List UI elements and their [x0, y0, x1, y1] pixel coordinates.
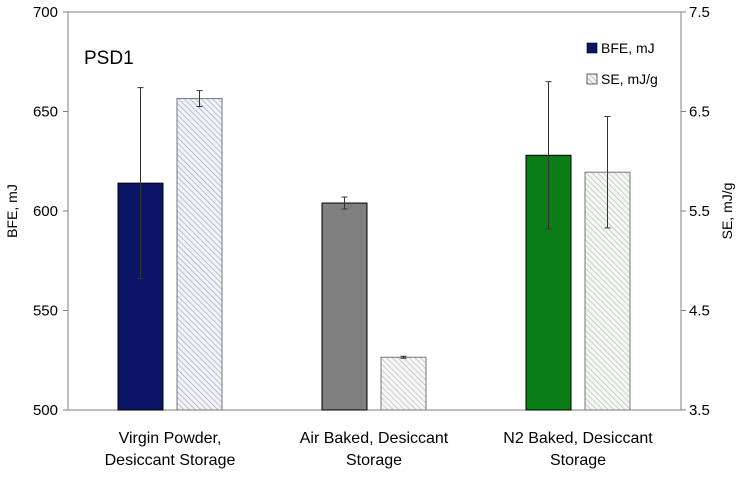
right-tick-label: 6.5 [689, 104, 710, 121]
se-bar-1 [380, 356, 427, 411]
legend: BFE, mJ SE, mJ/g [586, 40, 658, 87]
category-label: Storage [346, 452, 402, 469]
legend-swatch-se [586, 73, 598, 85]
left-axis-title: BFE, mJ [4, 184, 20, 238]
right-tick-label: 5.5 [689, 203, 710, 220]
left-tick-label: 550 [33, 303, 58, 320]
category-label: Virgin Powder, [119, 430, 222, 447]
right-axis: 3.5 4.5 5.5 6.5 7.5 [681, 4, 710, 419]
right-tick-label: 3.5 [689, 402, 710, 419]
right-axis-title: SE, mJ/g [719, 183, 735, 240]
left-axis: 500 550 600 650 700 [33, 4, 68, 419]
plot-area [67, 11, 682, 411]
left-tick-label: 600 [33, 203, 58, 220]
right-tick-label: 7.5 [689, 4, 710, 21]
category-label: Desiccant Storage [105, 452, 236, 469]
panel-label: PSD1 [84, 48, 134, 69]
right-tick-label: 4.5 [689, 303, 710, 320]
category-labels: Virgin Powder, Desiccant Storage Air Baked… [105, 430, 654, 469]
category-label: Storage [550, 452, 606, 469]
legend-swatch-bfe [586, 42, 598, 54]
left-tick-label: 650 [33, 104, 58, 121]
legend-label-se: SE, mJ/g [601, 71, 658, 87]
category-label: N2 Baked, Desiccant [503, 430, 653, 447]
category-label: Air Baked, Desiccant [300, 430, 449, 447]
bars-group [117, 81, 631, 411]
se-bar-0 [176, 98, 223, 411]
left-tick-label: 500 [33, 402, 58, 419]
bfe-bar-1 [321, 202, 368, 411]
legend-label-bfe: BFE, mJ [601, 40, 655, 56]
left-tick-label: 700 [33, 4, 58, 21]
